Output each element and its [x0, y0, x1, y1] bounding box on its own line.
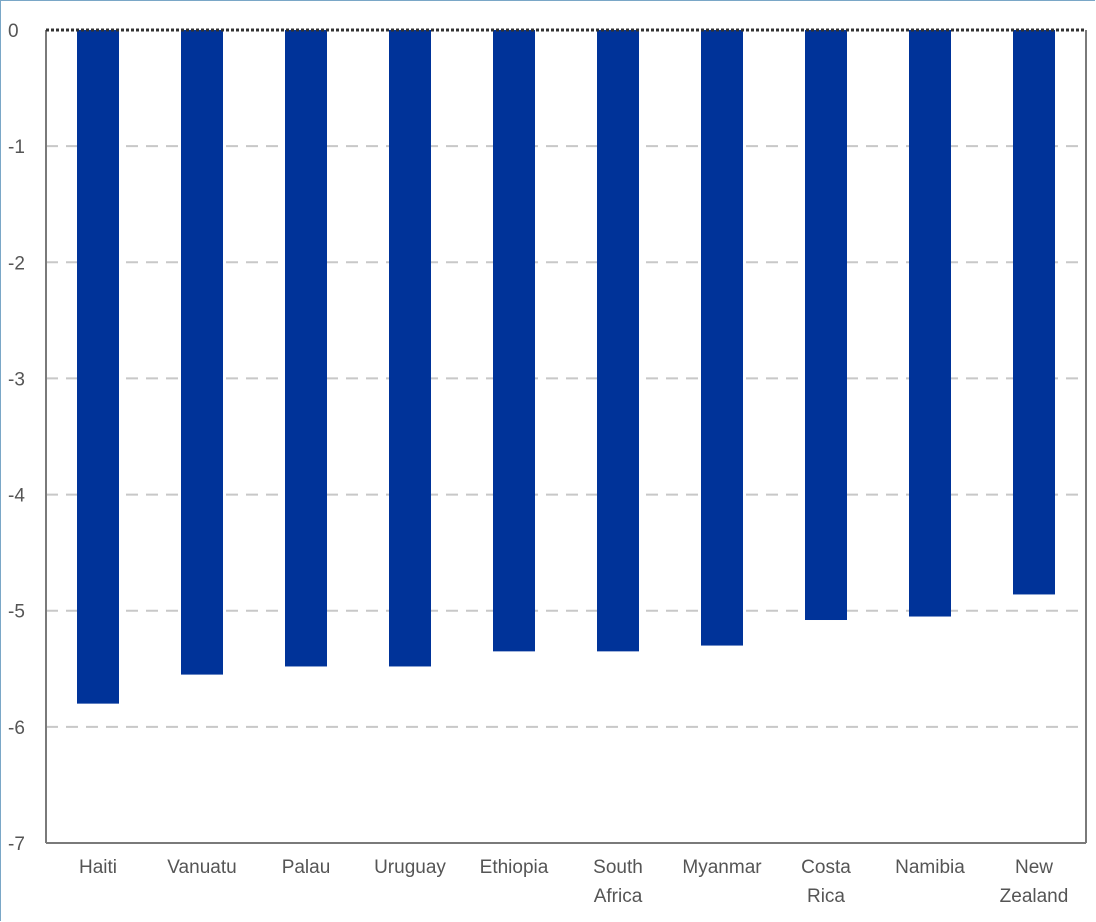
x-tick-label: South Africa: [593, 857, 643, 907]
x-tick-labels: Haiti Vanuatu Palau Uruguay Ethiopia South Afr…: [79, 857, 1068, 907]
x-tick-label: Haiti: [79, 857, 117, 878]
y-tick-label: -1: [8, 137, 25, 158]
bar: [1013, 30, 1055, 595]
x-tick-label: Myanmar: [682, 857, 762, 878]
bars: [77, 30, 1055, 704]
bar: [181, 30, 223, 675]
y-tick-label: -7: [8, 834, 25, 855]
y-tick-label: -4: [8, 486, 25, 507]
bar: [805, 30, 847, 621]
y-tick-label: -5: [8, 602, 25, 623]
bar: [77, 30, 119, 704]
bar: [389, 30, 431, 667]
y-tick-labels: 0 -1 -2 -3 -4 -5 -6 -7: [8, 21, 25, 855]
x-tick-label: Namibia: [895, 857, 965, 878]
bar: [701, 30, 743, 646]
bar: [909, 30, 951, 617]
x-tick-label: New Zealand: [1000, 857, 1069, 907]
bar: [285, 30, 327, 667]
axes: [45, 28, 1087, 844]
x-tick-label: Costa Rica: [801, 857, 851, 907]
y-tick-label: -2: [8, 253, 25, 274]
bar: [597, 30, 639, 652]
y-tick-label: 0: [8, 21, 19, 42]
y-tick-label: -3: [8, 369, 25, 390]
x-tick-label: Ethiopia: [480, 857, 549, 878]
y-tick-label: -6: [8, 718, 25, 739]
x-tick-label: Vanuatu: [167, 857, 236, 878]
bar: [493, 30, 535, 652]
x-tick-label: Uruguay: [374, 857, 446, 878]
x-tick-label: Palau: [282, 857, 331, 878]
